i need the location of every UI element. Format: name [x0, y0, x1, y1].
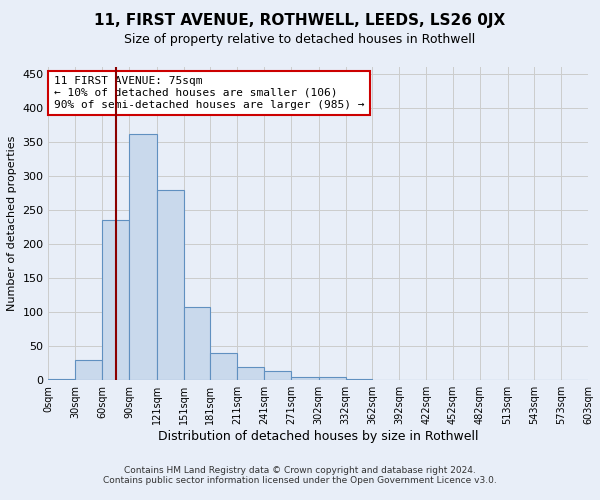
- Bar: [211, 353, 237, 380]
- Bar: [184, 308, 211, 380]
- Bar: [264, 372, 291, 380]
- Bar: [346, 379, 373, 380]
- Text: Contains HM Land Registry data © Crown copyright and database right 2024.
Contai: Contains HM Land Registry data © Crown c…: [103, 466, 497, 485]
- Text: 11 FIRST AVENUE: 75sqm
← 10% of detached houses are smaller (106)
90% of semi-de: 11 FIRST AVENUE: 75sqm ← 10% of detached…: [54, 76, 364, 110]
- Bar: [129, 134, 157, 380]
- Bar: [157, 190, 184, 380]
- Text: Size of property relative to detached houses in Rothwell: Size of property relative to detached ho…: [124, 32, 476, 46]
- Text: 11, FIRST AVENUE, ROTHWELL, LEEDS, LS26 0JX: 11, FIRST AVENUE, ROTHWELL, LEEDS, LS26 …: [94, 12, 506, 28]
- X-axis label: Distribution of detached houses by size in Rothwell: Distribution of detached houses by size …: [158, 430, 479, 443]
- Bar: [237, 368, 264, 380]
- Bar: [319, 377, 346, 380]
- Bar: [49, 379, 76, 380]
- Bar: [76, 360, 102, 380]
- Bar: [102, 220, 129, 380]
- Bar: [291, 377, 319, 380]
- Y-axis label: Number of detached properties: Number of detached properties: [7, 136, 17, 312]
